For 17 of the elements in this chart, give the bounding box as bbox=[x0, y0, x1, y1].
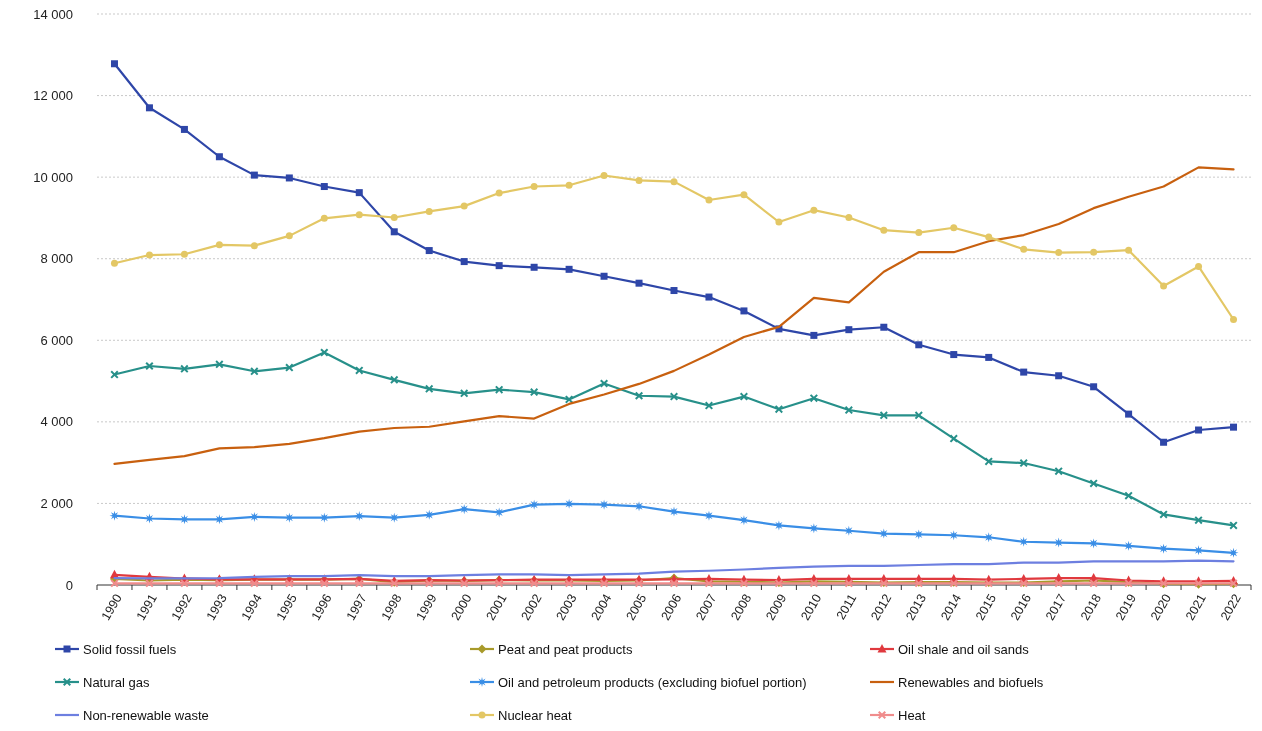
legend-label: Heat bbox=[898, 707, 926, 723]
legend-label: Natural gas bbox=[83, 674, 150, 690]
y-tick-label: 8 000 bbox=[40, 251, 73, 267]
y-tick-label: 4 000 bbox=[40, 414, 73, 430]
y-tick-label: 2 000 bbox=[40, 495, 73, 511]
legend-label: Oil and petroleum products (excluding biofuel portion) bbox=[498, 674, 807, 690]
y-tick-label: 0 bbox=[65, 577, 73, 593]
legend-label: Peat and peat products bbox=[498, 641, 633, 657]
y-tick-label: 14 000 bbox=[33, 6, 73, 22]
legend-label: Renewables and biofuels bbox=[898, 674, 1044, 690]
legend-label: Oil shale and oil sands bbox=[898, 641, 1030, 657]
y-tick-label: 6 000 bbox=[40, 332, 73, 348]
y-tick-label: 12 000 bbox=[33, 88, 73, 104]
legend-label: Non-renewable waste bbox=[83, 707, 209, 723]
legend-label: Nuclear heat bbox=[498, 707, 573, 723]
y-tick-label: 10 000 bbox=[33, 169, 73, 185]
legend-label: Solid fossil fuels bbox=[83, 641, 177, 657]
